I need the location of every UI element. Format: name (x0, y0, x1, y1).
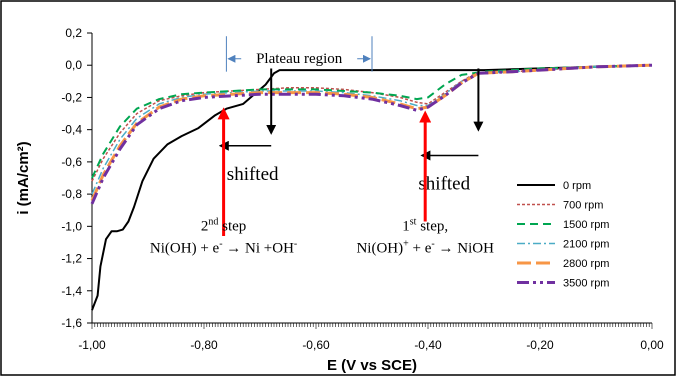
y-tick-label: -0,4 (61, 123, 82, 137)
legend-label: 0 rpm (563, 180, 591, 192)
x-axis-title: E (V vs SCE) (327, 357, 417, 374)
y-tick-label: -0,6 (61, 155, 82, 169)
y-tick-label: 0,0 (65, 58, 82, 72)
legend-label: 2800 rpm (563, 258, 609, 270)
y-tick-label: -1,4 (61, 284, 82, 298)
series-line-2800-rpm (90, 63, 653, 202)
plateau-label-bg (241, 48, 358, 67)
legend-label: 700 rpm (563, 200, 603, 212)
step-equation: Ni(OH)+ + e- → NiOH (356, 238, 494, 256)
plateau-label: Plateau region (256, 51, 343, 67)
step-title: 2nd step (201, 216, 246, 234)
y-tick-label: -0,8 (61, 187, 82, 201)
x-tick-label: -0,80 (190, 338, 218, 352)
legend-label: 3500 rpm (563, 278, 609, 290)
x-tick-label: -1,00 (78, 338, 106, 352)
y-tick-label: -0,2 (61, 90, 82, 104)
x-tick-label: 0,00 (640, 338, 664, 352)
series-layer (90, 63, 653, 311)
shifted-label: shifted (418, 173, 470, 194)
series-line-0-rpm (91, 64, 653, 311)
step-title: 1st step, (402, 216, 448, 234)
shifted-label: shifted (227, 164, 279, 185)
x-tick-label: -0,40 (414, 338, 442, 352)
y-tick-label: -1,2 (61, 252, 82, 266)
x-tick-label: -0,20 (526, 338, 554, 352)
y-axis-title: i (mA/cm²) (15, 141, 32, 214)
x-axis-ticks: -1,00 -0,80 -0,60 -0,40 -0,20 0,00 (78, 323, 664, 352)
series-line-3500-rpm (90, 63, 653, 205)
x-tick-label: -0,60 (302, 338, 330, 352)
y-tick-label: -1,6 (61, 316, 82, 330)
y-axis-ticks: 0,2 0,0 -0,2 -0,4 -0,6 -0,8 -1,0 -1,2 -1,4 -1,6 (61, 26, 92, 330)
series-line-1500-rpm (91, 64, 653, 179)
step-equation: Ni(OH) + e- → Ni +OH- (150, 238, 297, 256)
legend: 0 rpm 700 rpm 1500 rpm 2100 rpm 2800 rpm 3500… (517, 180, 609, 290)
legend-label: 1500 rpm (563, 219, 609, 231)
legend-label: 2100 rpm (563, 239, 609, 251)
y-tick-label: 0,2 (65, 26, 82, 40)
annotation-layer: Plateau region shifted shifted 2nd step Ni(O… (150, 36, 494, 256)
y-tick-label: -1,0 (61, 219, 82, 233)
